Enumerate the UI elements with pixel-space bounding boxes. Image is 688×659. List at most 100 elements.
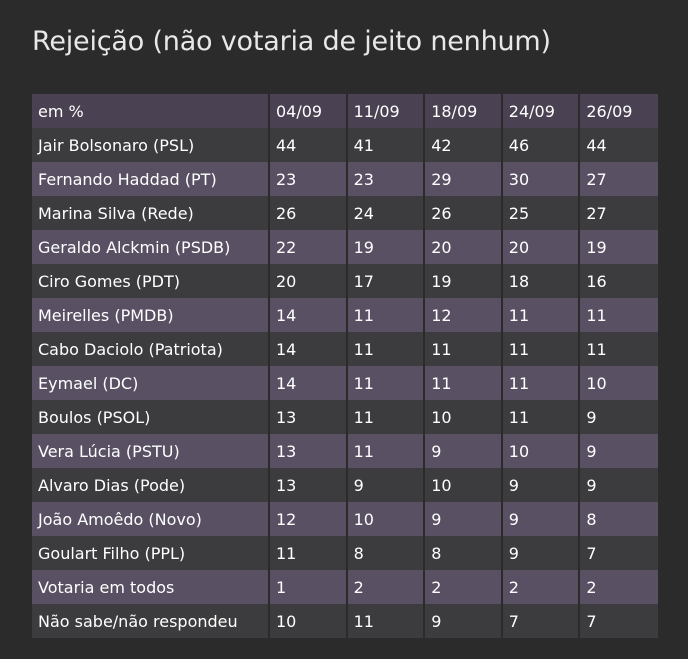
value-cell: 9 (425, 604, 503, 638)
rejection-table: em % 04/09 11/09 18/09 24/09 26/09 Jair … (32, 94, 658, 638)
value-cell: 24 (347, 196, 426, 230)
value-cell: 18 (502, 264, 581, 298)
value-cell: 2 (580, 570, 658, 604)
column-header-date: 18/09 (425, 94, 503, 128)
value-cell: 11 (425, 332, 503, 366)
value-cell: 26 (270, 196, 348, 230)
table-row: Geraldo Alckmin (PSDB) 22 19 20 20 19 (32, 230, 658, 264)
value-cell: 2 (502, 570, 581, 604)
value-cell: 11 (347, 298, 426, 332)
table-row: Votaria em todos 1 2 2 2 2 (32, 570, 658, 604)
value-cell: 12 (270, 502, 348, 536)
value-cell: 44 (270, 128, 348, 162)
value-cell: 27 (580, 196, 658, 230)
row-label: Ciro Gomes (PDT) (32, 264, 270, 298)
value-cell: 13 (270, 434, 348, 468)
value-cell: 20 (425, 230, 503, 264)
value-cell: 29 (425, 162, 503, 196)
table-row: Vera Lúcia (PSTU) 13 11 9 10 9 (32, 434, 658, 468)
row-label: Jair Bolsonaro (PSL) (32, 128, 270, 162)
value-cell: 8 (425, 536, 503, 570)
table-body: Jair Bolsonaro (PSL) 44 41 42 46 44 Fernando H… (32, 128, 658, 638)
row-label: Cabo Daciolo (Patriota) (32, 332, 270, 366)
row-label: Vera Lúcia (PSTU) (32, 434, 270, 468)
value-cell: 11 (347, 332, 426, 366)
value-cell: 9 (425, 434, 503, 468)
row-label: Alvaro Dias (Pode) (32, 468, 270, 502)
table-row: Boulos (PSOL) 13 11 10 11 9 (32, 400, 658, 434)
table-row: Goulart Filho (PPL) 11 8 8 9 7 (32, 536, 658, 570)
value-cell: 10 (580, 366, 658, 400)
value-cell: 7 (580, 536, 658, 570)
value-cell: 14 (270, 298, 348, 332)
column-header-unit: em % (32, 94, 270, 128)
row-label: Fernando Haddad (PT) (32, 162, 270, 196)
value-cell: 2 (347, 570, 426, 604)
table-row: Não sabe/não respondeu 10 11 9 7 7 (32, 604, 658, 638)
row-label: Geraldo Alckmin (PSDB) (32, 230, 270, 264)
column-header-date: 24/09 (502, 94, 581, 128)
value-cell: 10 (502, 434, 581, 468)
value-cell: 11 (347, 400, 426, 434)
value-cell: 46 (502, 128, 581, 162)
table-row: Ciro Gomes (PDT) 20 17 19 18 16 (32, 264, 658, 298)
value-cell: 19 (580, 230, 658, 264)
table-row: Fernando Haddad (PT) 23 23 29 30 27 (32, 162, 658, 196)
row-label: Não sabe/não respondeu (32, 604, 270, 638)
value-cell: 30 (502, 162, 581, 196)
value-cell: 10 (425, 468, 503, 502)
value-cell: 11 (502, 366, 581, 400)
value-cell: 10 (270, 604, 348, 638)
value-cell: 11 (347, 604, 426, 638)
value-cell: 11 (270, 536, 348, 570)
value-cell: 13 (270, 400, 348, 434)
column-header-date: 11/09 (347, 94, 426, 128)
value-cell: 9 (502, 468, 581, 502)
value-cell: 12 (425, 298, 503, 332)
row-label: Marina Silva (Rede) (32, 196, 270, 230)
value-cell: 8 (580, 502, 658, 536)
value-cell: 7 (502, 604, 581, 638)
table-row: Meirelles (PMDB) 14 11 12 11 11 (32, 298, 658, 332)
value-cell: 27 (580, 162, 658, 196)
value-cell: 7 (580, 604, 658, 638)
value-cell: 19 (347, 230, 426, 264)
value-cell: 9 (580, 434, 658, 468)
value-cell: 9 (502, 502, 581, 536)
value-cell: 13 (270, 468, 348, 502)
value-cell: 1 (270, 570, 348, 604)
value-cell: 9 (425, 502, 503, 536)
value-cell: 11 (502, 332, 581, 366)
header-row: em % 04/09 11/09 18/09 24/09 26/09 (32, 94, 658, 128)
value-cell: 11 (580, 298, 658, 332)
value-cell: 11 (580, 332, 658, 366)
value-cell: 11 (425, 366, 503, 400)
value-cell: 20 (502, 230, 581, 264)
value-cell: 9 (580, 468, 658, 502)
table-row: Eymael (DC) 14 11 11 11 10 (32, 366, 658, 400)
row-label: Goulart Filho (PPL) (32, 536, 270, 570)
value-cell: 19 (425, 264, 503, 298)
table-row: João Amoêdo (Novo) 12 10 9 9 8 (32, 502, 658, 536)
row-label: João Amoêdo (Novo) (32, 502, 270, 536)
value-cell: 23 (270, 162, 348, 196)
value-cell: 17 (347, 264, 426, 298)
value-cell: 9 (580, 400, 658, 434)
value-cell: 41 (347, 128, 426, 162)
column-header-date: 26/09 (580, 94, 658, 128)
column-header-date: 04/09 (270, 94, 348, 128)
value-cell: 11 (347, 434, 426, 468)
value-cell: 22 (270, 230, 348, 264)
value-cell: 14 (270, 366, 348, 400)
row-label: Votaria em todos (32, 570, 270, 604)
value-cell: 44 (580, 128, 658, 162)
value-cell: 9 (502, 536, 581, 570)
value-cell: 11 (347, 366, 426, 400)
value-cell: 8 (347, 536, 426, 570)
value-cell: 16 (580, 264, 658, 298)
value-cell: 10 (347, 502, 426, 536)
value-cell: 9 (347, 468, 426, 502)
value-cell: 11 (502, 400, 581, 434)
value-cell: 20 (270, 264, 348, 298)
value-cell: 25 (502, 196, 581, 230)
